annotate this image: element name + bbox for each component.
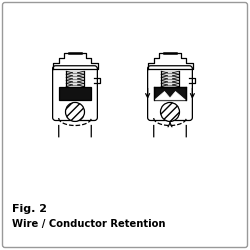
Polygon shape [154,92,186,100]
FancyBboxPatch shape [52,66,97,120]
FancyBboxPatch shape [148,66,192,120]
Text: Fig. 2: Fig. 2 [12,204,48,214]
Circle shape [66,102,84,122]
Bar [59,87,91,101]
Bar [66,71,84,96]
Bar [154,87,186,101]
Bar [161,71,179,96]
Circle shape [160,102,180,122]
Text: Wire / Conductor Retention: Wire / Conductor Retention [12,219,166,229]
